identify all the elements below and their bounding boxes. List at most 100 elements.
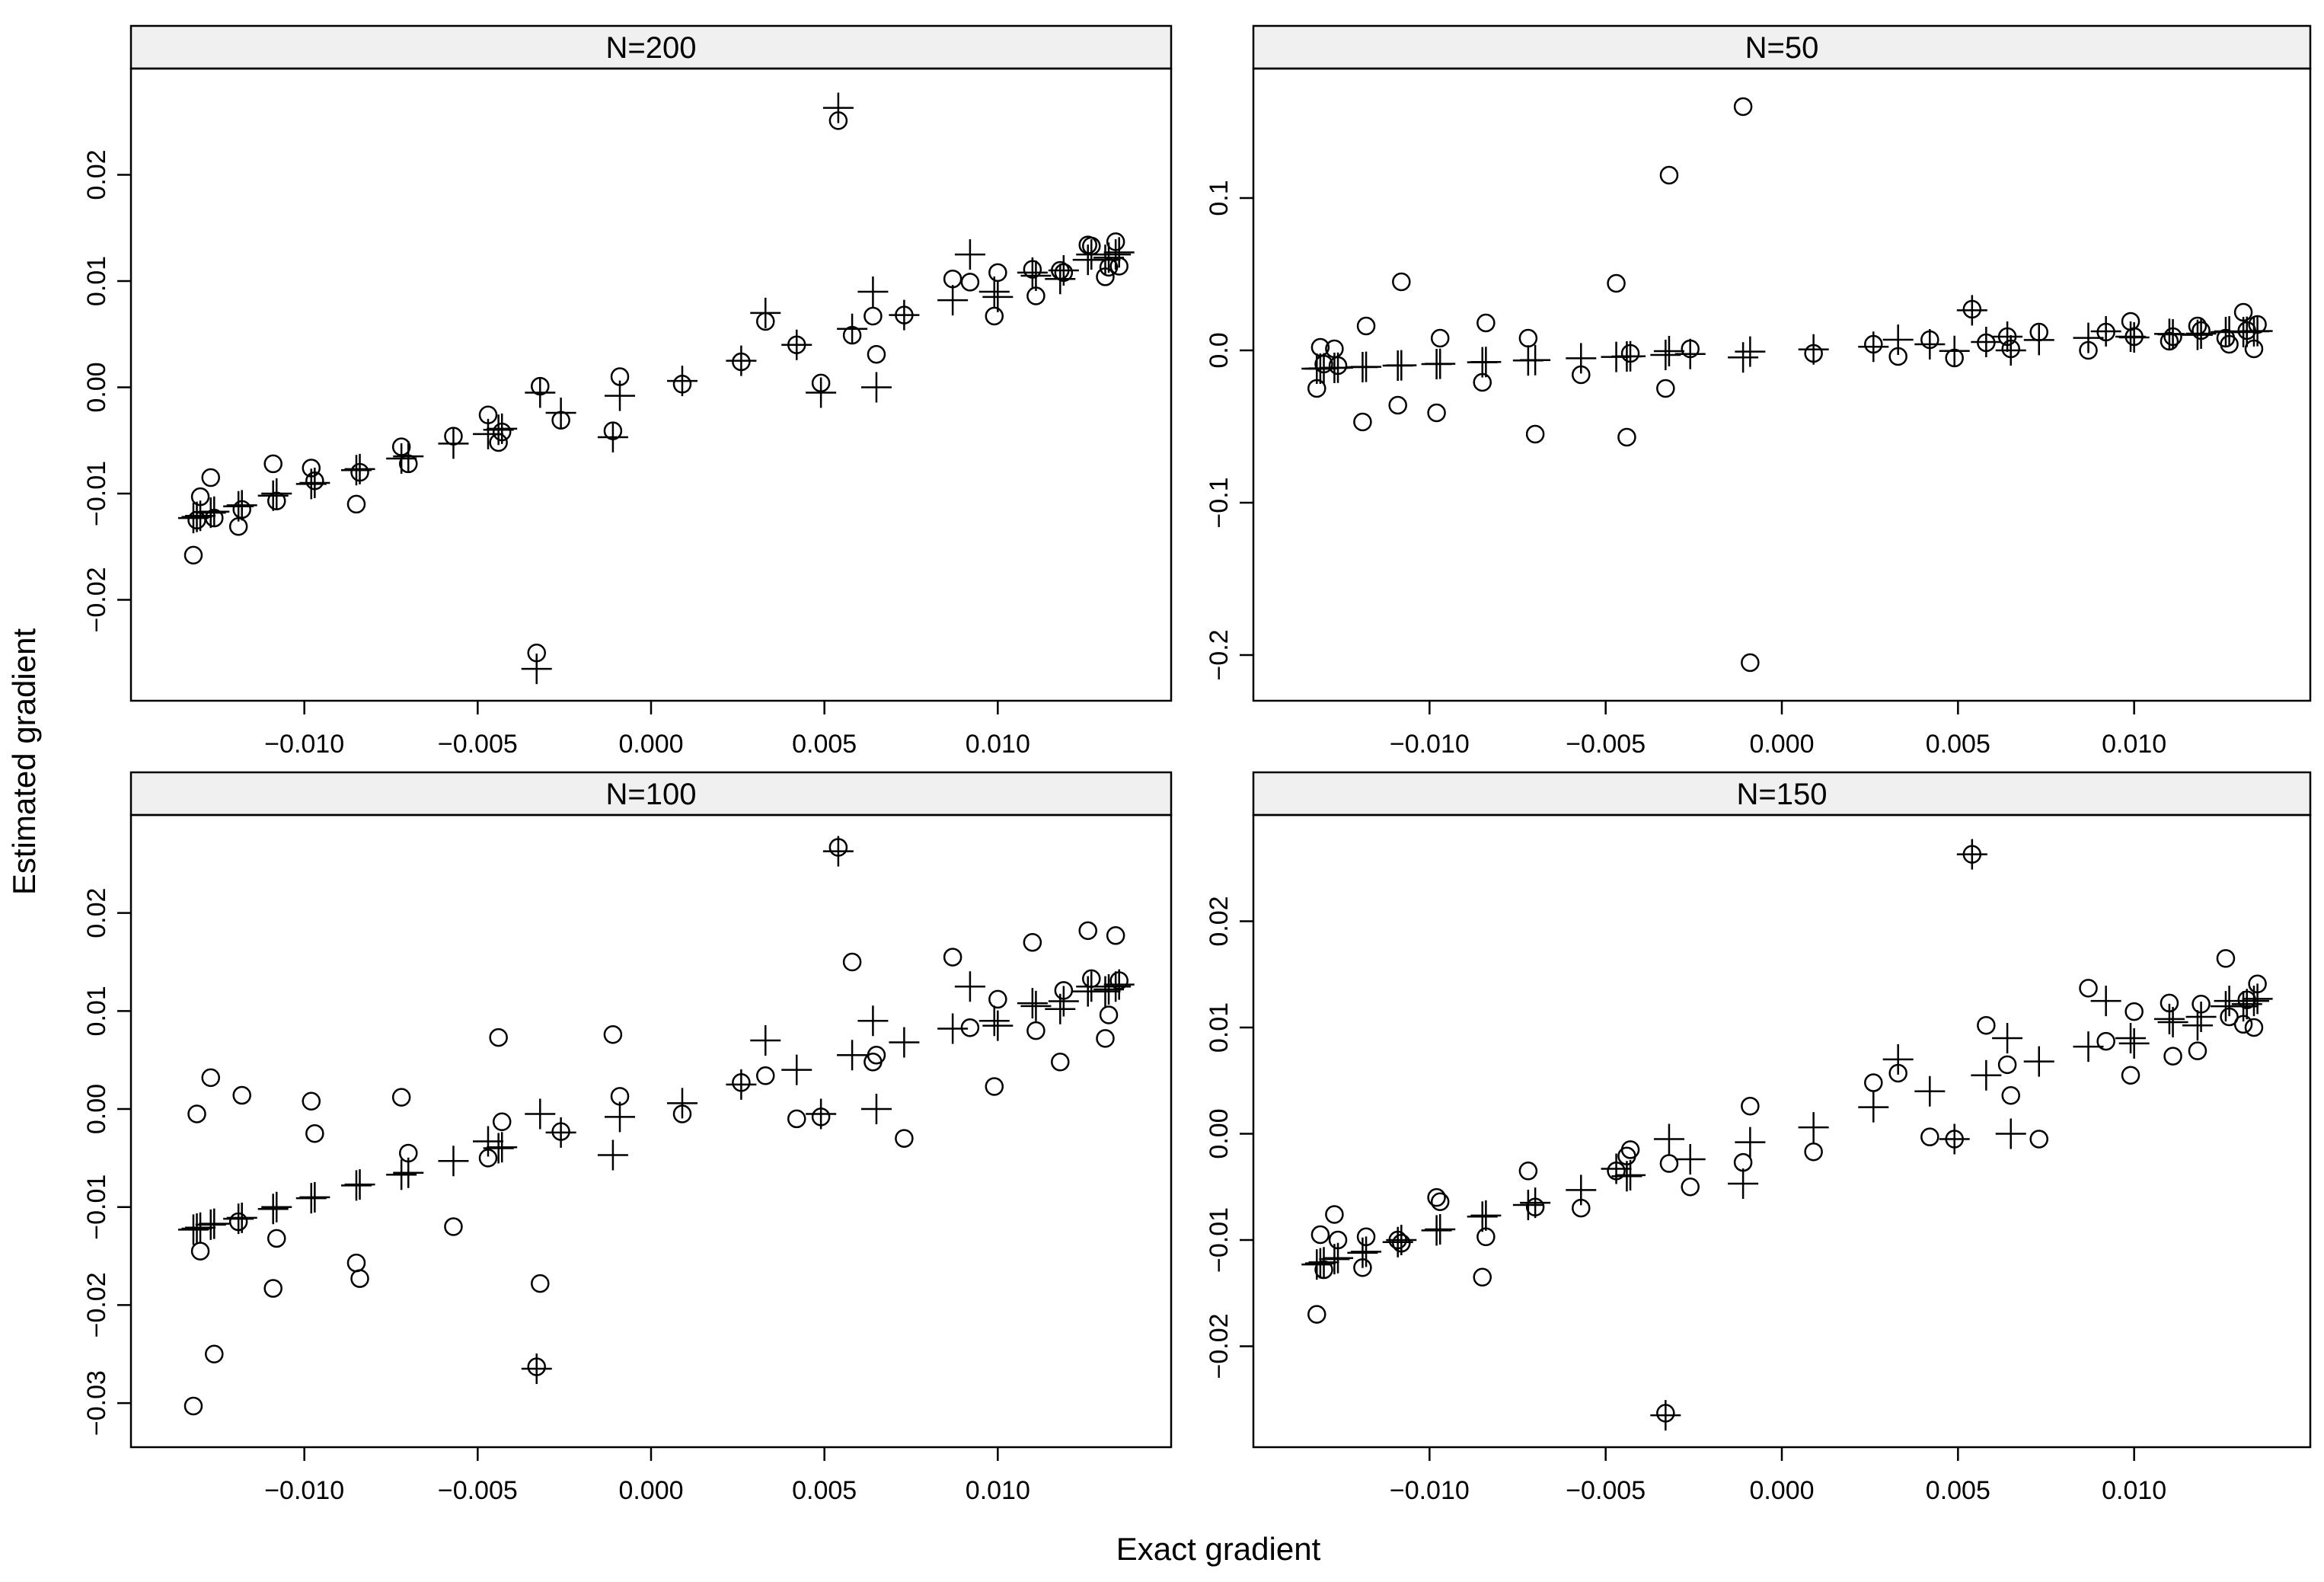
circle-point [1310,1225,1330,1245]
circle-point [864,306,883,326]
plus-point [2090,986,2121,1017]
plus-point [525,1098,556,1130]
plus-point [982,1010,1014,1041]
plus-point [2115,1022,2147,1053]
circle-point [2121,1066,2140,1085]
circle-point [444,1217,463,1236]
x-tick-label: 0.010 [2102,1476,2166,1505]
x-tick-label: −0.010 [264,730,344,759]
plus-point [521,1353,552,1385]
circle-point [302,1091,321,1111]
plus-point [1103,969,1135,1000]
circle-point [988,263,1007,283]
plus-point [857,276,889,307]
circle-point [1078,921,1097,941]
plus-point [1992,321,2023,352]
circle-point [867,344,886,364]
plus-point [181,1213,212,1245]
x-tick-label: 0.005 [792,730,857,759]
plus-point [521,654,552,685]
circle-point [895,1129,914,1148]
circle-point [263,1279,283,1298]
x-tick-label: 0.005 [1926,730,1990,759]
plus-point [393,441,424,472]
plus-point [2185,318,2217,349]
circle-point [1430,328,1450,348]
plus-point [1323,1242,1354,1274]
circle-point [1473,1267,1492,1287]
plus-point [1470,347,1502,378]
x-tick-label: −0.005 [1566,730,1646,759]
plus-point [1421,1215,1452,1246]
plus-point [1017,257,1048,288]
plus-point [860,372,892,403]
plus-point [1520,1187,1551,1219]
y-tick-label: −0.1 [1205,477,1234,528]
plus-point [545,397,576,428]
plus-point [525,377,556,408]
circle-point [2244,1018,2264,1037]
circle-point [1741,653,1760,673]
plus-point [1939,335,1970,366]
plus-point [666,1088,698,1119]
strip-background [1252,24,2312,70]
plus-point [2023,1046,2054,1077]
circle-point [2079,979,2098,998]
plus-point [1467,1201,1498,1232]
plus-point [1520,344,1551,376]
plus-point [822,836,854,867]
circle-point [205,1344,224,1364]
plus-point [261,1191,292,1222]
plus-point [257,1194,289,1225]
y-tick-label: 0.00 [82,362,111,412]
plus-point [1615,1159,1646,1190]
circle-point [985,1077,1004,1096]
y-tick-label: 0.0 [1205,332,1234,368]
x-tick-label: 0.010 [966,730,1030,759]
plus-point [1100,239,1132,270]
x-tick-label: 0.000 [618,730,683,759]
plus-point [2153,1003,2185,1034]
plus-point [889,1027,920,1058]
y-tick-label: 0.01 [82,986,111,1036]
x-tick-label: 0.000 [1749,730,1814,759]
circle-point [1023,933,1042,952]
x-tick-label: 0.000 [618,1476,683,1505]
plus-point [1735,336,1766,367]
circle-point [1733,97,1753,117]
plus-point [781,1054,812,1085]
circle-point [267,1229,286,1248]
plus-point [1914,329,1946,360]
circle-point [305,1123,324,1143]
plus-point [1858,1091,1889,1123]
strip-label: N=50 [1745,31,1819,65]
y-tick-label: −0.01 [82,461,111,526]
y-tick-label: −0.01 [1205,1207,1234,1273]
circle-point [1864,1073,1883,1092]
plus-point [1382,1226,1413,1258]
plus-point [1882,1043,1914,1075]
points [1301,97,2273,673]
strip-label: N=200 [606,31,697,65]
plus-point [1425,348,1456,379]
plus-point [545,1117,576,1148]
plus-point [1882,324,1914,355]
plus-point [261,478,292,509]
plus-point [726,345,757,376]
circle-point [787,1109,806,1129]
circle-point [1741,1096,1760,1116]
circle-point [1388,395,1407,415]
strip-label: N=150 [1737,778,1828,811]
circle-point [346,494,366,514]
y-tick-label: 0.02 [1205,896,1234,946]
plus-point [299,468,330,499]
plus-point [1615,340,1646,372]
circle-point [1106,926,1125,945]
circle-point [391,1088,411,1107]
plus-point [1650,1400,1681,1431]
circle-point [1518,1162,1538,1181]
plus-point [1653,336,1684,366]
panel-n200: N=200 −0.010 −0.005 0.000 0.005 0.010 −0.02 −0.… [82,24,1173,759]
plus-point [1512,1189,1543,1220]
circle-point [1997,1055,2017,1075]
